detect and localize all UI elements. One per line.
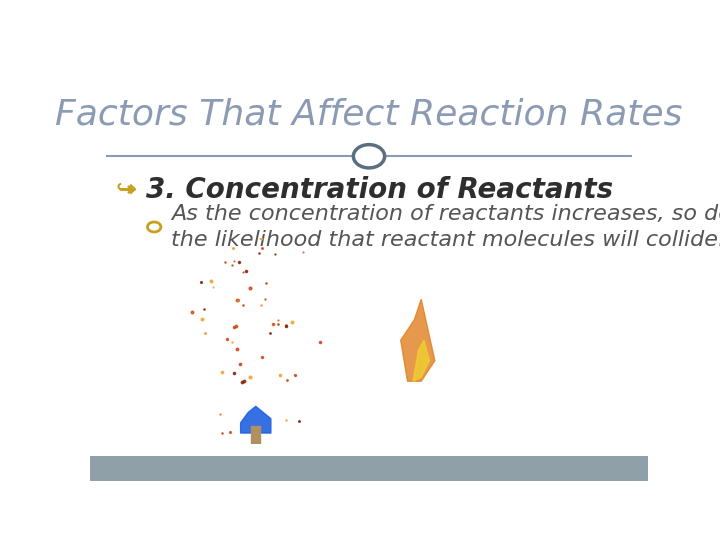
Polygon shape: [400, 299, 435, 381]
Polygon shape: [366, 248, 476, 433]
Text: As the concentration of reactants increases, so does
the likelihood that reactan: As the concentration of reactants increa…: [171, 204, 720, 250]
Polygon shape: [413, 340, 429, 381]
FancyBboxPatch shape: [90, 456, 648, 481]
Circle shape: [354, 145, 384, 168]
Text: ↪: ↪: [116, 178, 137, 201]
Text: 3. Concentration of Reactants: 3. Concentration of Reactants: [145, 176, 613, 204]
Text: Factors That Affect Reaction Rates: Factors That Affect Reaction Rates: [55, 98, 683, 132]
